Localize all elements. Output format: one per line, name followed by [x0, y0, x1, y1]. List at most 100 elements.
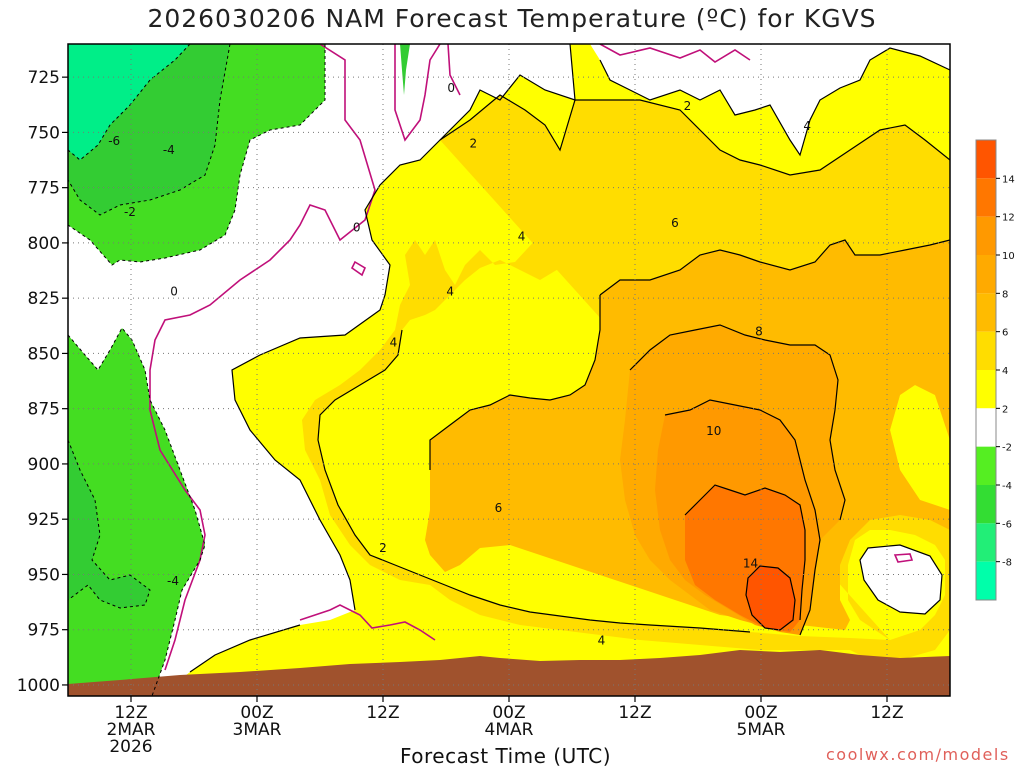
- contour-0-c: [447, 44, 461, 96]
- colorbar-band: [976, 216, 996, 255]
- contour-label: 8: [755, 324, 763, 338]
- colorbar-tick-label: -4: [1002, 481, 1012, 492]
- contour-label: -6: [108, 134, 120, 148]
- contour-label: 2: [469, 136, 477, 150]
- x-tick-label: 00Z: [492, 703, 525, 723]
- colorbar-tick-label: 12: [1002, 213, 1015, 224]
- colorbar-tick-label: -6: [1002, 519, 1012, 530]
- y-tick-label: 975: [28, 621, 60, 641]
- colorbar-band: [976, 255, 996, 294]
- band-neg2-2-right-hole: [860, 545, 942, 614]
- contour-label: 4: [518, 229, 526, 243]
- contour-label: -4: [163, 143, 175, 157]
- contour-label: 4: [803, 119, 811, 133]
- y-tick-label: 750: [28, 123, 60, 143]
- contour-label: -4: [167, 574, 179, 588]
- band-neg4-neg2-lower-left: [68, 328, 205, 696]
- negative-contours: [68, 44, 326, 696]
- y-tick-label: 775: [28, 179, 60, 199]
- colorbar-tick-label: 4: [1002, 366, 1008, 377]
- x-tick-label: 12Z: [618, 703, 651, 723]
- contour-label: 6: [495, 501, 503, 515]
- contour-label: -2: [124, 205, 136, 219]
- contour-2-left: [231, 44, 576, 611]
- x-tick-label: 5MAR: [737, 720, 786, 740]
- y-tick-label: 875: [28, 400, 60, 420]
- y-tick-label: 900: [28, 455, 60, 475]
- contour-14: [745, 565, 796, 631]
- colorbar-tick-label: -8: [1002, 558, 1012, 569]
- x-axis-label: Forecast Time (UTC): [400, 744, 612, 768]
- colorbar-band: [976, 178, 996, 217]
- y-tick-label: 850: [28, 344, 60, 364]
- contour-label: 4: [598, 634, 606, 648]
- colorbar-band: [976, 523, 996, 562]
- contour-label: 10: [706, 424, 721, 438]
- colorbar-tick-label: -2: [1002, 443, 1012, 454]
- contour-0-d: [599, 44, 751, 63]
- contour-label: 2: [684, 99, 692, 113]
- contour-4-b: [317, 329, 751, 633]
- y-tick-label: 950: [28, 565, 60, 585]
- colorbar-band: [976, 446, 996, 485]
- contour-labels: -6 -4 -2 0 0 0 2 2 2 4 4 4 4 4 6 6 8 10 14 -4: [108, 81, 811, 648]
- colorbar-tick-label: 10: [1002, 251, 1015, 262]
- colorbar-band: [976, 140, 996, 179]
- x-tick-label: 12Z: [870, 703, 903, 723]
- contour-neg6-upper: [68, 44, 191, 161]
- contour-2-hole: [859, 544, 943, 615]
- x-tick-label: 12Z: [114, 703, 147, 723]
- colorbar-band: [976, 408, 996, 447]
- band-neg2-2-upper-right: [590, 44, 950, 155]
- contour-2-right: [599, 47, 950, 157]
- x-tick-label: 3MAR: [233, 720, 282, 740]
- colorbar-band: [976, 485, 996, 524]
- contour-0-e: [299, 604, 436, 641]
- contour-2-lowleft: [189, 624, 301, 673]
- credit-link[interactable]: coolwx.com/models: [826, 745, 1010, 764]
- colorbar-tick-label: 14: [1002, 174, 1015, 185]
- contour-neg2-upper: [68, 44, 326, 266]
- colorbar-tick-label: 6: [1002, 328, 1008, 339]
- colorbar-band: [976, 293, 996, 332]
- contour-neg4-upper: [68, 44, 231, 216]
- y-tick-label: 725: [28, 68, 60, 88]
- colorbar-band: [976, 331, 996, 370]
- y-tick-label: 1000: [17, 676, 60, 696]
- x-tick-label: 2026: [109, 737, 152, 757]
- contour-8: [629, 324, 846, 521]
- contour-label: 4: [390, 335, 398, 349]
- x-tick-label: 00Z: [744, 703, 777, 723]
- colorbar-band: [976, 561, 996, 600]
- contour-label: 6: [671, 216, 679, 230]
- y-tick-label: 825: [28, 289, 60, 309]
- gridlines: [68, 44, 950, 696]
- y-tick-label: 925: [28, 510, 60, 530]
- chart-title: 2026030206 NAM Forecast Temperature (ºC)…: [147, 4, 877, 33]
- contour-10: [664, 399, 821, 636]
- contour-6-b: [429, 295, 601, 470]
- x-tick-label: 2MAR: [107, 720, 156, 740]
- colorbar-tick-label: 8: [1002, 289, 1008, 300]
- contour-neg4-lower: [68, 439, 151, 609]
- contour-label: 14: [743, 556, 758, 570]
- x-tick-label: 4MAR: [485, 720, 534, 740]
- colorbar-band: [976, 370, 996, 409]
- contour-label: 0: [170, 285, 178, 299]
- contour-label: 2: [379, 541, 387, 555]
- colorbar-tick-label: 2: [1002, 404, 1008, 415]
- contour-label: 4: [446, 285, 454, 299]
- contour-12: [684, 484, 806, 621]
- contour-6: [599, 239, 950, 296]
- x-tick-label: 00Z: [240, 703, 273, 723]
- contour-0-b: [394, 44, 441, 142]
- contour-label: 0: [447, 81, 455, 95]
- contour-0-g: [350, 260, 367, 277]
- contour-0-f: [893, 553, 914, 563]
- temperature-contours: [189, 44, 950, 673]
- band-14-16: [746, 566, 795, 630]
- contour-label: 0: [353, 220, 361, 234]
- band-neg6-neg4-lower-left: [68, 440, 150, 608]
